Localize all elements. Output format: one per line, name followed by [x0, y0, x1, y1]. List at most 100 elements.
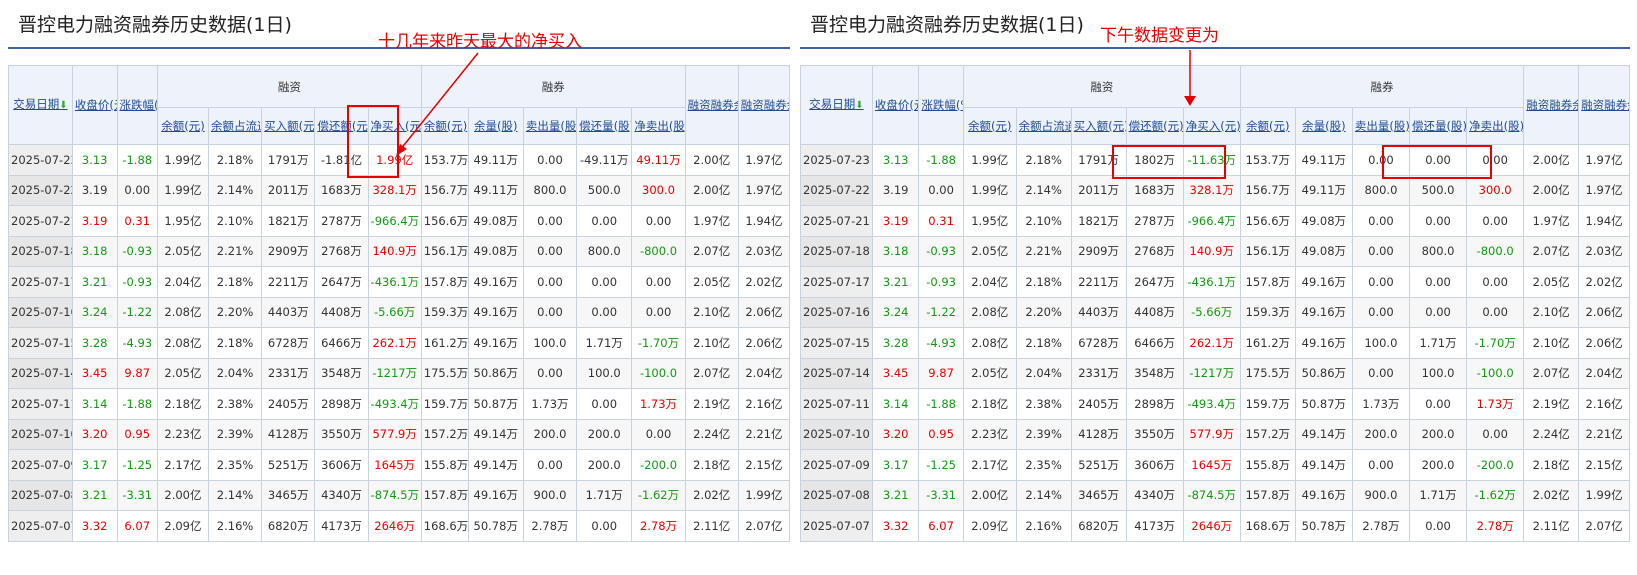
cell-margin-ratio: 2.18% [1015, 327, 1072, 359]
sort-down-icon[interactable]: ⬇ [855, 100, 864, 111]
cell-margin-balance: 2.18亿 [156, 388, 209, 420]
cell-sell: 0.00 [522, 449, 578, 481]
column-header-diff[interactable]: 融资融券余额差值(元) [1578, 65, 1630, 145]
cell-short-volume: 49.14万 [467, 418, 524, 450]
cell-change: -1.88 [116, 144, 158, 176]
cell-date: 2025-07-07 [800, 510, 873, 542]
column-header-sell[interactable]: 卖出量(股) [522, 107, 578, 145]
column-header-short-repay[interactable]: 偿还量(股) [576, 107, 633, 145]
cell-short-volume: 49.16万 [1294, 327, 1353, 359]
cell-short-repay: 0.00 [1408, 266, 1468, 298]
cell-diff: 2.21亿 [1578, 418, 1630, 450]
cell-margin-balance: 1.99亿 [156, 144, 209, 176]
column-header-date[interactable]: 交易日期⬇ [8, 65, 73, 145]
column-header-margin-balance[interactable]: 余额(元) [156, 107, 209, 145]
cell-diff: 1.97亿 [737, 144, 791, 176]
cell-change: -0.93 [116, 266, 158, 298]
cell-sell: 100.0 [1351, 327, 1410, 359]
table-row: 2025-07-11 3.14 -1.88 2.18亿 2.38% 2405万 2898万 -… [800, 388, 1630, 420]
column-header-net-buy[interactable]: 净买入(元) [367, 107, 422, 145]
cell-short-volume: 49.16万 [467, 327, 524, 359]
cell-short-balance: 161.2万 [1239, 327, 1296, 359]
column-header-repay[interactable]: 偿还额(元) [1125, 107, 1184, 145]
cell-short-volume: 49.14万 [467, 449, 524, 481]
column-header-short-repay[interactable]: 偿还量(股) [1408, 107, 1468, 145]
cell-short-repay: 200.0 [1408, 449, 1468, 481]
cell-total-balance: 2.24亿 [1523, 418, 1580, 450]
cell-margin-ratio: 2.18% [207, 327, 263, 359]
cell-repay: 4408万 [1125, 296, 1184, 328]
column-header-buy[interactable]: 买入额(元) [261, 107, 316, 145]
cell-short-balance: 159.7万 [420, 388, 469, 420]
cell-diff: 1.94亿 [737, 205, 791, 237]
sort-down-icon[interactable]: ⬇ [59, 100, 68, 111]
cell-total-balance: 2.07亿 [1523, 357, 1580, 389]
cell-sell: 100.0 [522, 327, 578, 359]
column-header-repay[interactable]: 偿还额(元) [314, 107, 369, 145]
column-header-net-buy[interactable]: 净买入(元) [1182, 107, 1241, 145]
cell-diff: 2.02亿 [737, 266, 791, 298]
column-header-change[interactable]: 涨跌幅(%) [116, 65, 158, 145]
cell-net-buy: -5.66万 [1182, 296, 1241, 328]
cell-margin-balance: 2.17亿 [156, 449, 209, 481]
column-header-sell[interactable]: 卖出量(股) [1351, 107, 1410, 145]
table-row: 2025-07-15 3.28 -4.93 2.08亿 2.18% 6728万 6466万 2… [800, 327, 1630, 359]
column-header-margin-ratio[interactable]: 余额占流通市值比 [207, 107, 263, 145]
column-header-margin-balance[interactable]: 余额(元) [962, 107, 1017, 145]
cell-short-balance: 175.5万 [420, 357, 469, 389]
cell-total-balance: 2.02亿 [1523, 479, 1580, 511]
cell-diff: 1.97亿 [1578, 174, 1630, 206]
cell-close: 3.20 [871, 418, 920, 450]
cell-diff: 2.04亿 [737, 357, 791, 389]
cell-net-sell: -100.0 [1466, 357, 1525, 389]
cell-sell: 0.00 [522, 266, 578, 298]
table-row: 2025-07-16 3.24 -1.22 2.08亿 2.20% 4403万 4408万 -… [800, 296, 1630, 328]
cell-net-buy: -966.4万 [367, 205, 422, 237]
cell-change: -0.93 [116, 235, 158, 267]
column-header-net-sell[interactable]: 净卖出(股) [631, 107, 686, 145]
column-header-short-balance[interactable]: 余额(元) [420, 107, 469, 145]
cell-diff: 2.15亿 [737, 449, 791, 481]
column-header-buy[interactable]: 买入额(元) [1070, 107, 1127, 145]
cell-total-balance: 2.10亿 [1523, 296, 1580, 328]
column-header-close[interactable]: 收盘价(元) [71, 65, 118, 145]
cell-buy: 2331万 [1070, 357, 1127, 389]
cell-margin-ratio: 2.18% [207, 144, 263, 176]
column-header-net-sell[interactable]: 净卖出(股) [1466, 107, 1525, 145]
cell-total-balance: 2.05亿 [684, 266, 739, 298]
cell-buy: 2405万 [1070, 388, 1127, 420]
column-header-short-volume[interactable]: 余量(股) [467, 107, 524, 145]
cell-close: 3.13 [71, 144, 118, 176]
cell-net-buy: 140.9万 [1182, 235, 1241, 267]
column-header-margin-ratio[interactable]: 余额占流通市值比 [1015, 107, 1072, 145]
column-header-short-balance[interactable]: 余额(元) [1239, 107, 1296, 145]
cell-net-buy: -966.4万 [1182, 205, 1241, 237]
cell-margin-ratio: 2.21% [1015, 235, 1072, 267]
cell-buy: 1821万 [261, 205, 316, 237]
cell-total-balance: 2.07亿 [684, 357, 739, 389]
cell-short-repay: 0.00 [1408, 388, 1468, 420]
cell-sell: 0.00 [522, 357, 578, 389]
cell-buy: 1791万 [261, 144, 316, 176]
cell-close: 3.19 [871, 205, 920, 237]
column-header-short-volume[interactable]: 余量(股) [1294, 107, 1353, 145]
cell-change: -1.25 [116, 449, 158, 481]
cell-close: 3.24 [71, 296, 118, 328]
cell-short-volume: 50.78万 [467, 510, 524, 542]
cell-repay: 3548万 [1125, 357, 1184, 389]
column-header-diff[interactable]: 融资融券余额差值(元) [737, 65, 791, 145]
cell-close: 3.32 [871, 510, 920, 542]
cell-diff: 2.06亿 [737, 296, 791, 328]
cell-close: 3.19 [71, 205, 118, 237]
cell-short-volume: 49.14万 [1294, 449, 1353, 481]
column-header-date[interactable]: 交易日期⬇ [800, 65, 873, 145]
column-header-close[interactable]: 收盘价(元) [871, 65, 920, 145]
cell-short-volume: 50.78万 [1294, 510, 1353, 542]
title-divider [800, 47, 1630, 49]
cell-margin-ratio: 2.04% [207, 357, 263, 389]
cell-sell: 800.0 [522, 174, 578, 206]
column-header-change[interactable]: 涨跌幅(%) [918, 65, 964, 145]
cell-short-repay: 200.0 [576, 449, 633, 481]
